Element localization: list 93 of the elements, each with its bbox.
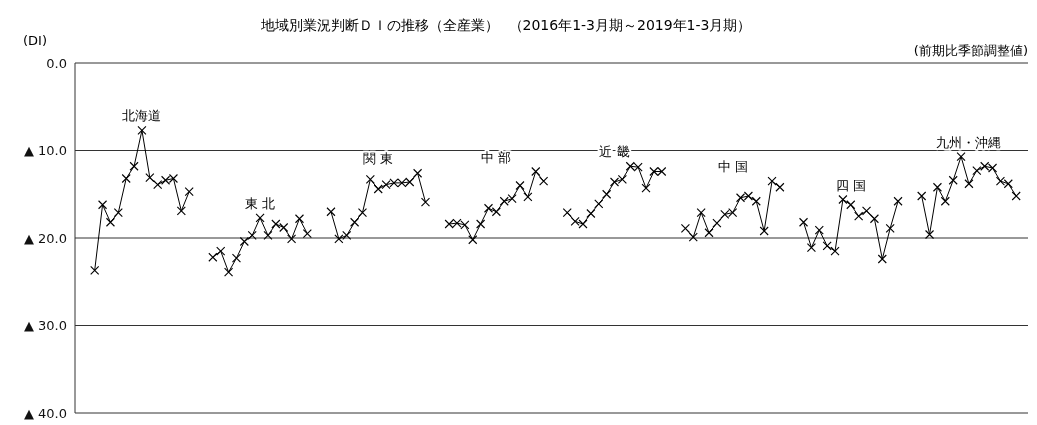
point: [121, 173, 131, 184]
point: [925, 229, 935, 240]
point: [964, 179, 974, 189]
point: [279, 222, 289, 233]
point: [539, 176, 549, 186]
point: [153, 180, 163, 190]
point: [294, 214, 305, 224]
point: [594, 199, 604, 209]
series-label: 四 国: [835, 177, 866, 193]
point: [940, 196, 950, 206]
point: [420, 197, 431, 207]
series-label: 中 部: [481, 149, 512, 165]
point: [342, 230, 352, 240]
point: [688, 232, 698, 242]
y-tick-label: ▲ 30.0: [23, 318, 67, 334]
point: [602, 189, 612, 199]
point: [334, 234, 344, 244]
point: [129, 161, 139, 171]
point: [224, 267, 234, 277]
point: [696, 208, 706, 218]
point: [105, 217, 115, 227]
point: [137, 125, 147, 135]
point: [90, 265, 100, 275]
point: [680, 223, 690, 233]
point: [759, 226, 769, 236]
point: [869, 214, 879, 224]
point: [357, 208, 368, 218]
point: [271, 219, 281, 229]
point: [373, 184, 383, 194]
point: [814, 225, 824, 235]
text: (前期比季節調整値): [913, 43, 1028, 58]
point: [468, 235, 478, 245]
point: [515, 180, 525, 191]
point: [247, 230, 257, 240]
point: [806, 243, 816, 253]
point: [751, 196, 761, 206]
point: [885, 223, 895, 233]
point: [523, 192, 533, 202]
point: [476, 219, 486, 229]
point: [948, 175, 958, 185]
point: [113, 208, 123, 218]
point: [877, 254, 887, 264]
point: [365, 174, 375, 184]
point: [854, 211, 864, 221]
point: [972, 166, 982, 176]
point: [704, 228, 714, 238]
point: [176, 206, 186, 216]
point: [775, 182, 785, 192]
point: [287, 234, 297, 244]
point: [483, 203, 494, 213]
point: [208, 252, 218, 262]
y-tick-label: 0.0: [46, 55, 67, 71]
point: [98, 200, 108, 210]
point: [302, 229, 312, 239]
point: [413, 168, 423, 178]
y-tick-label: ▲ 10.0: [23, 143, 67, 159]
point: [838, 194, 848, 205]
series-label: 九州・沖縄: [936, 134, 1002, 150]
point: [145, 173, 155, 183]
point: [1011, 191, 1021, 201]
point: [255, 213, 265, 223]
point: [586, 208, 596, 219]
chart-title: 地域別業況判断ＤＩの推移（全産業）: [259, 17, 499, 33]
series-label: 関 東: [363, 151, 394, 167]
point: [231, 253, 242, 263]
series-label: 中 国: [717, 159, 748, 175]
point: [822, 241, 832, 251]
point: [326, 207, 336, 217]
chart-subtitle: （2016年1-3月期～2019年1-3月期）: [508, 17, 752, 33]
point: [263, 230, 273, 240]
series-label: 東 北: [245, 195, 276, 211]
point: [846, 200, 856, 210]
point: [216, 246, 226, 256]
point: [184, 187, 194, 197]
point: [350, 217, 360, 227]
point: [239, 236, 249, 247]
point: [798, 217, 809, 227]
point: [562, 208, 572, 218]
y-tick-label: ▲ 40.0: [23, 405, 67, 421]
point: [712, 218, 722, 228]
y-axis-title: (DI): [23, 33, 47, 48]
point: [531, 166, 541, 177]
series-label: 北海道: [122, 108, 162, 124]
point: [491, 207, 501, 217]
point: [861, 206, 872, 216]
point: [641, 183, 651, 193]
point: [917, 191, 927, 201]
point: [956, 152, 966, 162]
y-tick-label: ▲ 20.0: [23, 230, 67, 246]
point: [830, 246, 840, 256]
point: [893, 196, 903, 206]
point: [767, 176, 777, 186]
point: [932, 182, 942, 192]
